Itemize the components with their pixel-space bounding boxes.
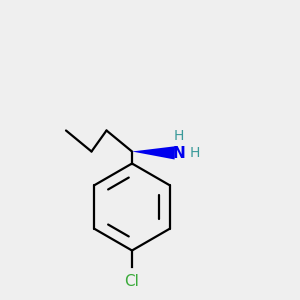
Text: H: H: [190, 146, 200, 160]
Text: N: N: [172, 146, 185, 160]
Text: Cl: Cl: [124, 274, 140, 290]
Text: H: H: [173, 130, 184, 143]
Polygon shape: [132, 146, 175, 160]
